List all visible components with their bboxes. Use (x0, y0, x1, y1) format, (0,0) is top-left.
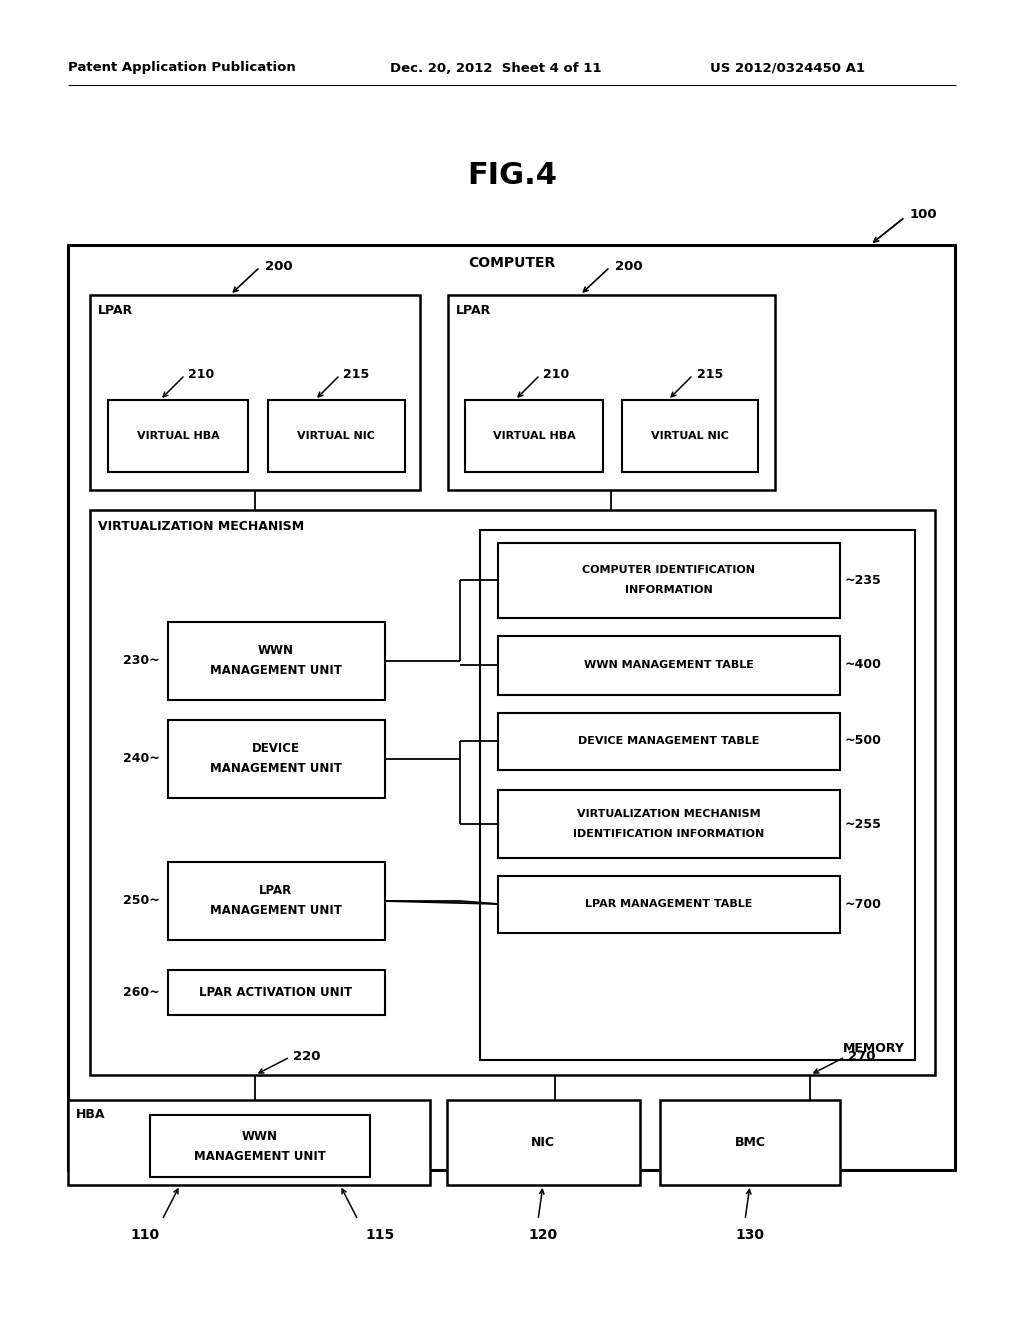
Text: BMC: BMC (734, 1135, 766, 1148)
Bar (168, 862, 385, 940)
Text: WWN: WWN (258, 644, 294, 657)
Text: COMPUTER IDENTIFICATION: COMPUTER IDENTIFICATION (583, 565, 756, 576)
Bar (150, 1115, 370, 1177)
Text: 220: 220 (293, 1051, 321, 1064)
Text: VIRTUAL NIC: VIRTUAL NIC (651, 432, 729, 441)
Text: 240~: 240~ (123, 752, 160, 766)
Text: FIG.4: FIG.4 (467, 161, 557, 190)
Text: DEVICE MANAGEMENT TABLE: DEVICE MANAGEMENT TABLE (579, 737, 760, 746)
Text: LPAR ACTIVATION UNIT: LPAR ACTIVATION UNIT (200, 986, 352, 998)
Text: ~235: ~235 (845, 573, 882, 586)
Text: ~700: ~700 (845, 898, 882, 911)
Bar (465, 400, 603, 473)
Text: MANAGEMENT UNIT: MANAGEMENT UNIT (210, 763, 342, 776)
Bar (68, 246, 955, 1170)
Text: VIRTUALIZATION MECHANISM: VIRTUALIZATION MECHANISM (578, 809, 761, 818)
Bar (90, 510, 935, 1074)
Text: 200: 200 (615, 260, 643, 273)
Text: MANAGEMENT UNIT: MANAGEMENT UNIT (195, 1150, 326, 1163)
Text: 270: 270 (848, 1051, 876, 1064)
Text: DEVICE: DEVICE (252, 742, 300, 755)
Text: MEMORY: MEMORY (843, 1041, 905, 1055)
Text: MANAGEMENT UNIT: MANAGEMENT UNIT (210, 904, 342, 917)
Bar (168, 970, 385, 1015)
Text: 115: 115 (366, 1228, 394, 1242)
Text: HBA: HBA (76, 1107, 105, 1121)
Bar (660, 1100, 840, 1185)
Text: 130: 130 (735, 1228, 765, 1242)
Bar (498, 636, 840, 696)
Text: 210: 210 (543, 368, 569, 381)
Text: Patent Application Publication: Patent Application Publication (68, 62, 296, 74)
Text: WWN: WWN (242, 1130, 278, 1143)
Bar (168, 622, 385, 700)
Bar (622, 400, 758, 473)
Bar (498, 789, 840, 858)
Bar (108, 400, 248, 473)
Text: VIRTUAL NIC: VIRTUAL NIC (297, 432, 375, 441)
Text: LPAR: LPAR (259, 884, 293, 898)
Text: 250~: 250~ (123, 895, 160, 908)
Text: 120: 120 (528, 1228, 557, 1242)
Text: NIC: NIC (531, 1135, 555, 1148)
Bar (447, 1100, 640, 1185)
Text: 100: 100 (910, 209, 938, 222)
Bar (498, 713, 840, 770)
Bar (498, 876, 840, 933)
Text: COMPUTER: COMPUTER (468, 256, 556, 271)
Text: MANAGEMENT UNIT: MANAGEMENT UNIT (210, 664, 342, 677)
Text: ~255: ~255 (845, 817, 882, 830)
Text: VIRTUAL HBA: VIRTUAL HBA (136, 432, 219, 441)
Text: VIRTUALIZATION MECHANISM: VIRTUALIZATION MECHANISM (98, 520, 304, 532)
Text: VIRTUAL HBA: VIRTUAL HBA (493, 432, 575, 441)
Text: 210: 210 (188, 368, 214, 381)
Text: 110: 110 (130, 1228, 160, 1242)
Text: LPAR: LPAR (98, 304, 133, 317)
Bar (498, 543, 840, 618)
Text: US 2012/0324450 A1: US 2012/0324450 A1 (710, 62, 865, 74)
Bar (480, 531, 915, 1060)
Text: LPAR MANAGEMENT TABLE: LPAR MANAGEMENT TABLE (586, 899, 753, 909)
Text: LPAR: LPAR (456, 304, 492, 317)
Bar (168, 719, 385, 799)
Text: 200: 200 (265, 260, 293, 273)
Text: ~500: ~500 (845, 734, 882, 747)
Text: WWN MANAGEMENT TABLE: WWN MANAGEMENT TABLE (584, 660, 754, 671)
Text: 215: 215 (343, 368, 370, 381)
Text: ~400: ~400 (845, 659, 882, 672)
Text: 230~: 230~ (123, 655, 160, 668)
Text: 215: 215 (697, 368, 723, 381)
Bar (68, 1100, 430, 1185)
Bar (90, 294, 420, 490)
Text: 260~: 260~ (123, 986, 160, 998)
Bar (268, 400, 406, 473)
Text: IDENTIFICATION INFORMATION: IDENTIFICATION INFORMATION (573, 829, 765, 840)
Text: INFORMATION: INFORMATION (625, 585, 713, 595)
Bar (449, 294, 775, 490)
Text: Dec. 20, 2012  Sheet 4 of 11: Dec. 20, 2012 Sheet 4 of 11 (390, 62, 601, 74)
